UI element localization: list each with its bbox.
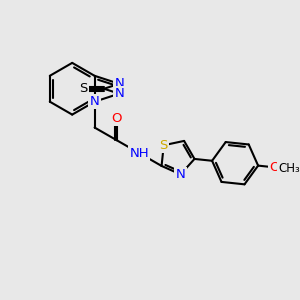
Text: N: N — [114, 87, 124, 100]
Text: NH: NH — [129, 147, 149, 160]
Text: O: O — [269, 161, 280, 174]
Text: N: N — [114, 77, 124, 90]
Text: S: S — [160, 139, 168, 152]
Text: N: N — [90, 95, 100, 108]
Text: CH₃: CH₃ — [278, 162, 300, 176]
Text: N: N — [176, 168, 185, 181]
Text: O: O — [112, 112, 122, 125]
Text: S: S — [80, 82, 88, 95]
